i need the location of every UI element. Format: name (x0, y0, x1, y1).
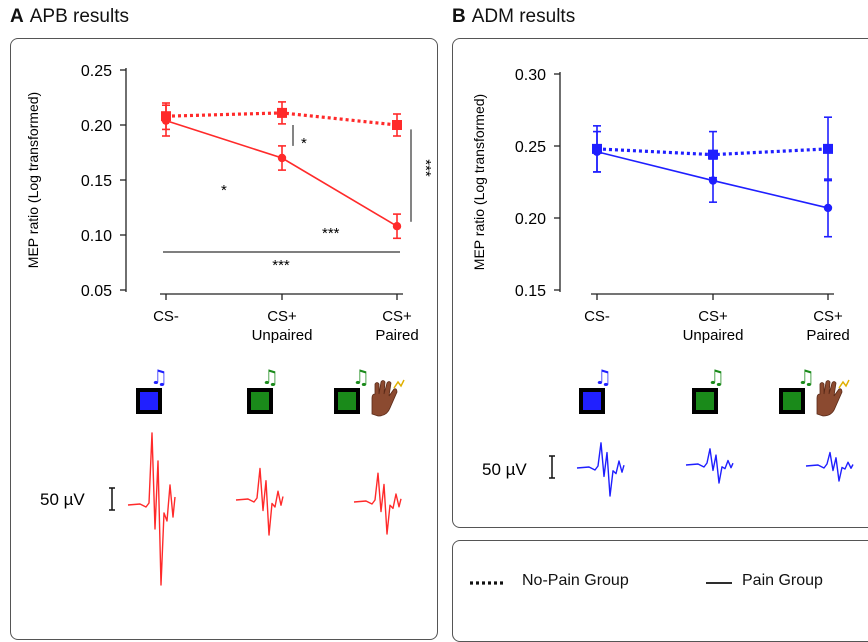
hand-shape (816, 380, 843, 417)
pain-data-point (277, 153, 287, 163)
panel-a-title: A APB results (10, 6, 129, 28)
music-note-icon: ♫ (352, 365, 370, 389)
no-pain-data-point (277, 107, 287, 118)
hand-shape (371, 380, 398, 417)
spark-icon (838, 379, 850, 389)
sig-label: *** (417, 159, 434, 177)
mep-trace-cs-plus-unpaired (685, 448, 734, 484)
scale-bar-label: 50 µV (40, 490, 85, 509)
panel-a-letter: A (10, 6, 24, 27)
panel-b-frame (452, 38, 868, 528)
sig-label: *** (322, 225, 340, 242)
y-tick-label: 0.05 (81, 283, 112, 300)
x-tick-label: Unpaired (683, 327, 744, 344)
pain-data-point (161, 116, 171, 125)
panel-a-title-text: APB results (29, 6, 129, 27)
y-axis-label: MEP ratio (Log transformed) (25, 92, 41, 268)
x-tick-label: CS+ (813, 308, 843, 325)
mep-trace-cs-minus (127, 432, 176, 586)
x-tick-label: Paired (375, 327, 418, 344)
panel-b-letter: B (452, 6, 466, 27)
x-tick-label: CS- (153, 308, 179, 325)
panel-b-title: B ADM results (452, 6, 575, 28)
music-note-icon: ♫ (594, 365, 612, 389)
green-screen-icon-inner (783, 392, 801, 410)
y-axis-label: MEP ratio (Log transformed) (471, 94, 487, 270)
music-note-icon: ♫ (707, 365, 725, 389)
x-tick-label: CS+ (267, 308, 297, 325)
y-tick-label: 0.10 (81, 228, 112, 245)
no-pain-data-point (708, 149, 718, 160)
pain-data-point (592, 147, 602, 156)
y-tick-label: 0.20 (81, 118, 112, 135)
x-tick-label: CS- (584, 308, 610, 325)
sig-label: * (221, 182, 227, 199)
legend-no-pain: No-Pain Group (522, 572, 629, 589)
stimulus-icons: ♫ ♫ ♫ ♫ ♫ ♫ (136, 365, 850, 417)
pain-data-point (708, 176, 718, 185)
hand-pain-icon (371, 379, 405, 417)
y-tick-label: 0.15 (515, 283, 546, 300)
green-screen-icon-inner (696, 392, 714, 410)
x-tick-label: Unpaired (252, 327, 313, 344)
sig-label: * (301, 135, 307, 152)
scale-bar-label: 50 µV (482, 460, 527, 479)
x-tick-label: CS+ (382, 308, 412, 325)
y-tick-label: 0.25 (515, 139, 546, 156)
mep-trace-cs-plus-paired (805, 451, 854, 482)
blue-screen-icon-inner (140, 392, 158, 410)
mep-trace-cs-plus-unpaired (235, 467, 284, 536)
no-pain-data-point (392, 120, 402, 130)
spark-icon (393, 379, 405, 389)
y-tick-label: 0.15 (81, 173, 112, 190)
legend-pain: Pain Group (742, 572, 823, 589)
x-tick-label: CS+ (698, 308, 728, 325)
hand-pain-icon (816, 379, 850, 417)
apb-chart: 0.05 0.10 0.15 0.20 0.25 CS- CS+ Unpaired CS+ Pai… (25, 63, 434, 344)
y-tick-label: 0.25 (81, 63, 112, 80)
no-pain-data-point (823, 143, 833, 154)
mep-traces: 50 µV 50 µV (40, 432, 854, 586)
sig-label: *** (272, 257, 290, 274)
y-tick-label: 0.20 (515, 211, 546, 228)
panel-a-frame (10, 38, 438, 640)
green-screen-icon-inner (338, 392, 356, 410)
chart-canvas: 0.05 0.10 0.15 0.20 0.25 CS- CS+ Unpaired CS+ Pai… (25, 63, 854, 586)
pain-data-point (823, 203, 833, 213)
pain-series-line (165, 119, 398, 227)
adm-chart: 0.15 0.20 0.25 0.30 CS- CS+ Unpaired CS+ Paired M… (471, 67, 850, 344)
y-tick-label: 0.30 (515, 67, 546, 84)
pain-data-point (392, 222, 402, 231)
panel-b-title-text: ADM results (471, 6, 576, 27)
music-note-icon: ♫ (261, 365, 279, 389)
mep-trace-cs-minus (576, 442, 625, 497)
mep-trace-cs-plus-paired (353, 472, 402, 535)
music-note-icon: ♫ (150, 365, 168, 389)
blue-screen-icon-inner (583, 392, 601, 410)
x-tick-label: Paired (806, 327, 849, 344)
green-screen-icon-inner (251, 392, 269, 410)
music-note-icon: ♫ (797, 365, 815, 389)
